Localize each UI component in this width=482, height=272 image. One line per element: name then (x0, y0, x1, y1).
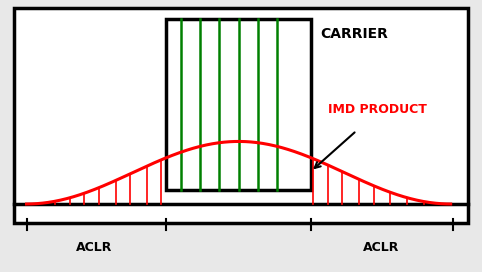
Text: IMD PRODUCT: IMD PRODUCT (328, 103, 427, 116)
Text: ACLR: ACLR (362, 241, 399, 254)
Text: ACLR: ACLR (76, 241, 112, 254)
Text: CARRIER: CARRIER (321, 27, 388, 41)
Bar (166, 19, 311, 190)
Bar (14, 8, 468, 223)
